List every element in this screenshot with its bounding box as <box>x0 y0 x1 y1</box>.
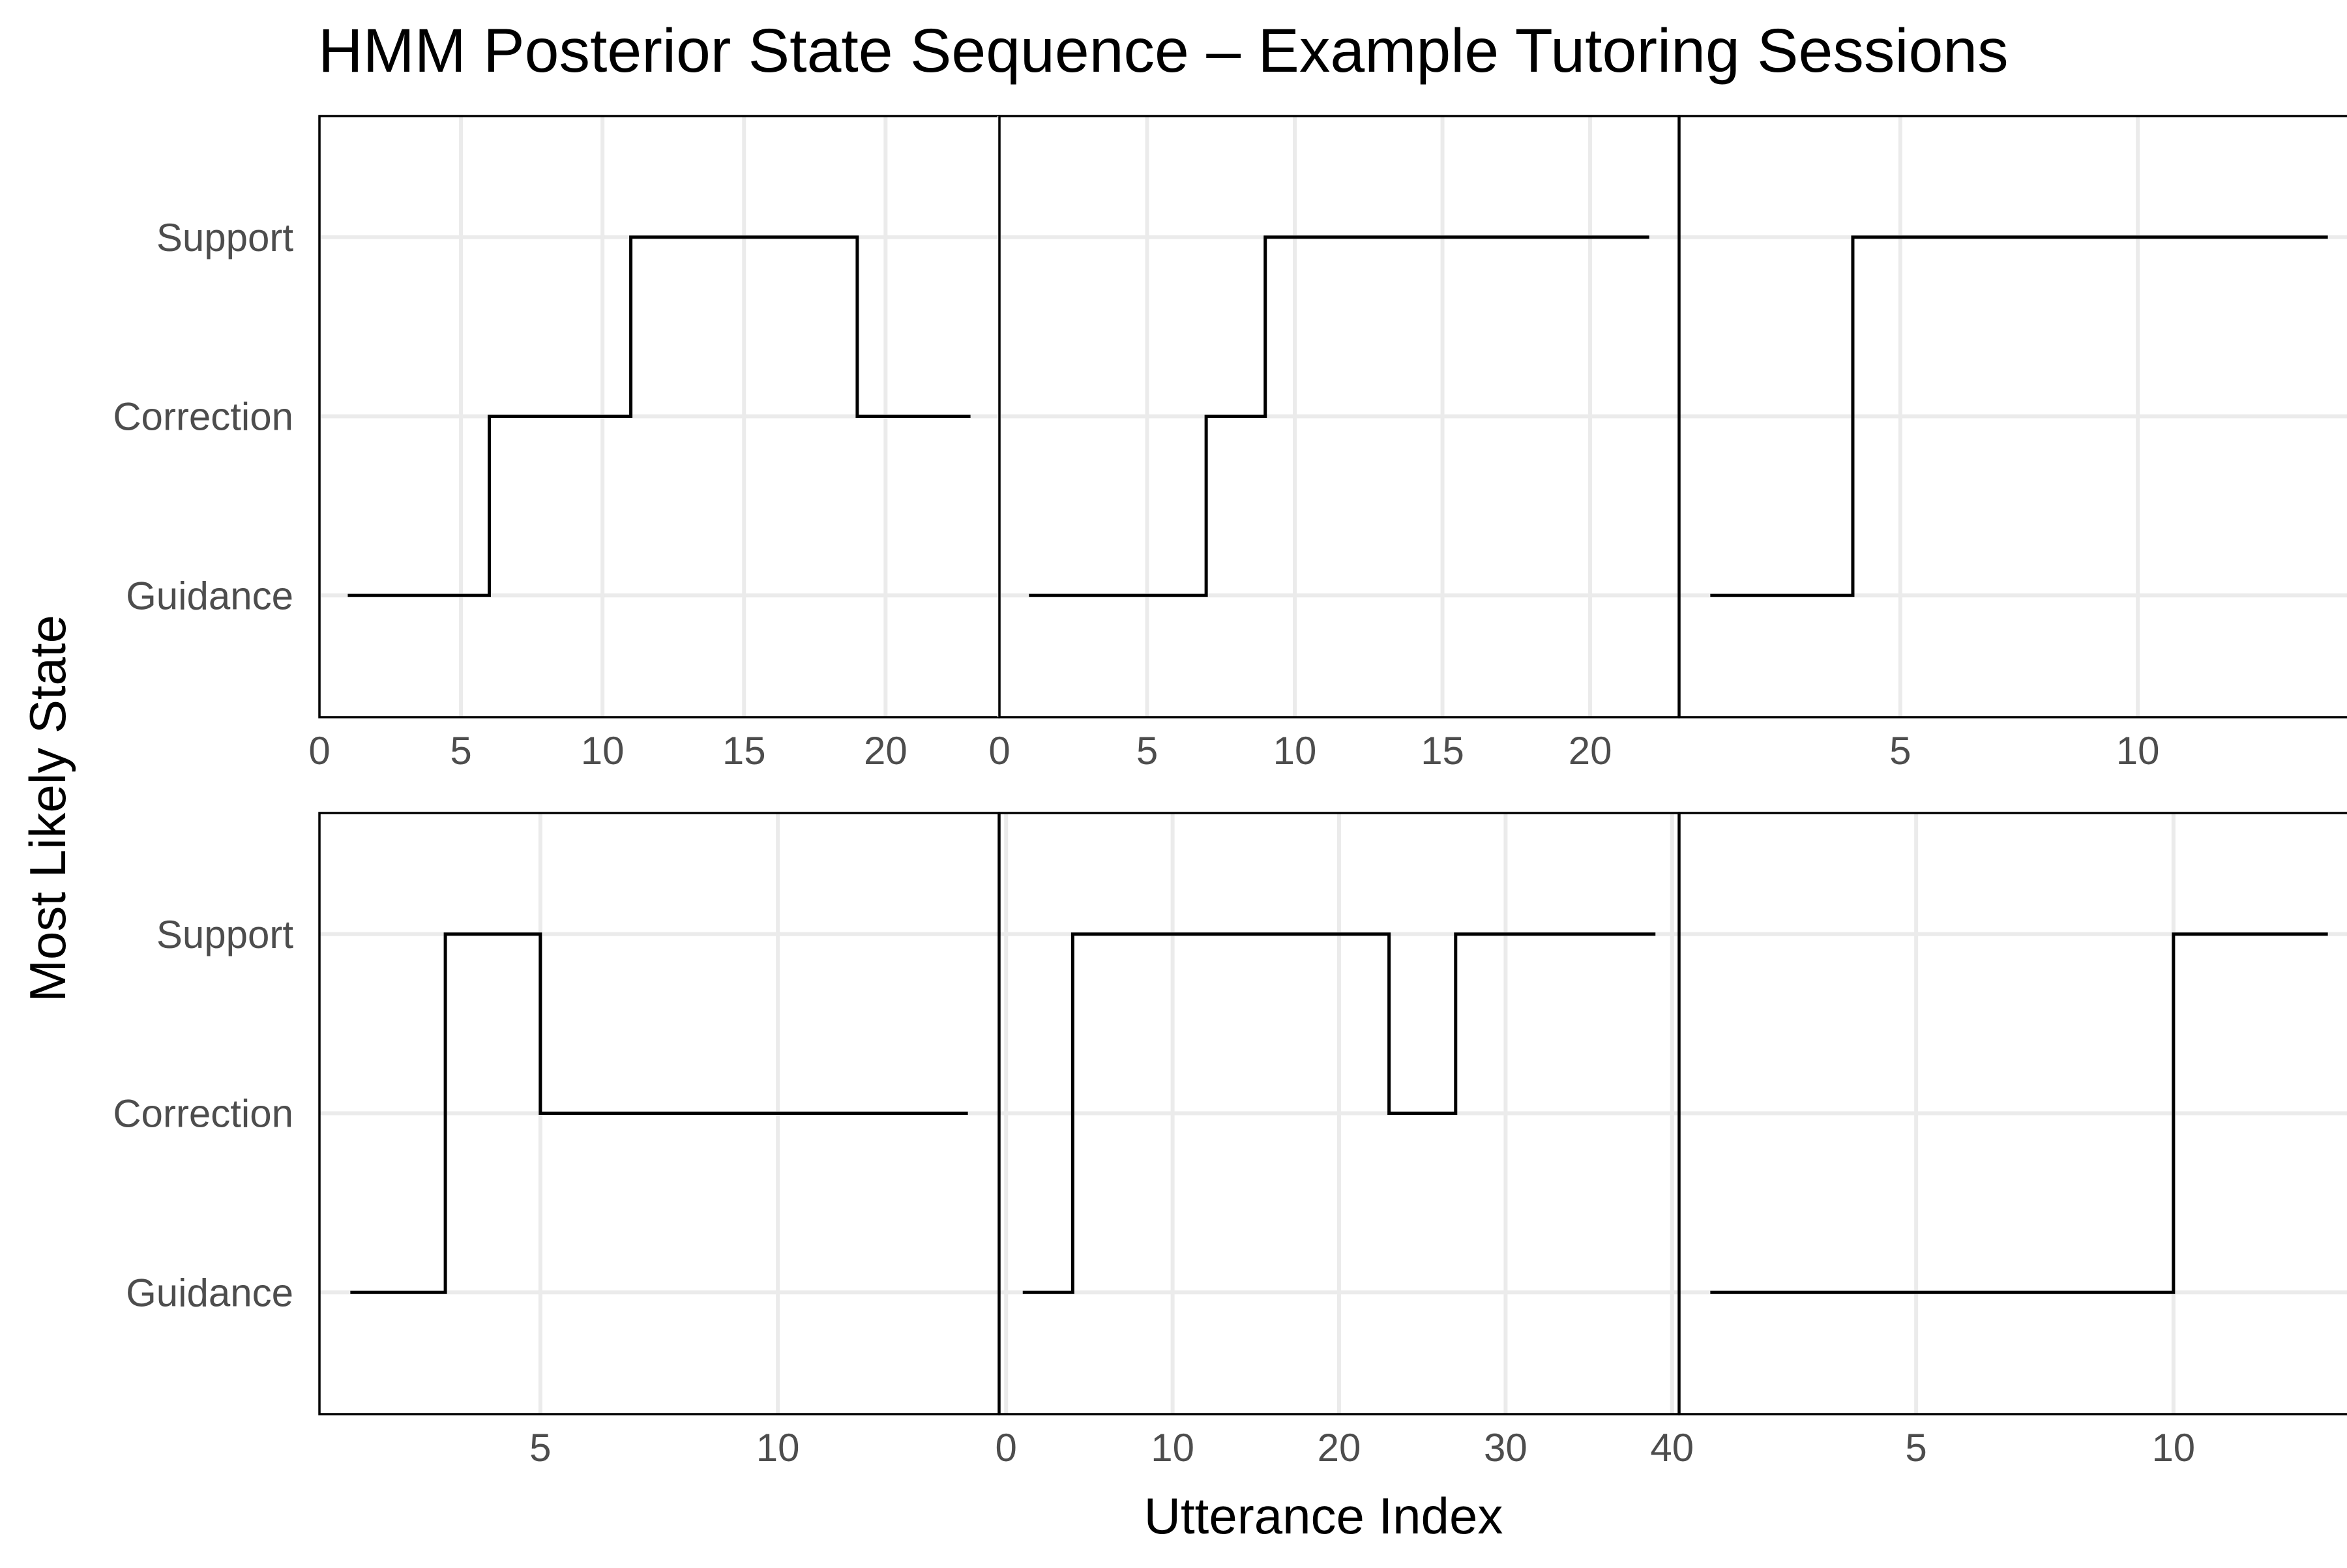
state-step-line <box>1022 932 1656 1294</box>
y-tick-label: Support <box>156 216 293 259</box>
x-tick-label: 5 <box>1889 729 1911 773</box>
y-tick-label: Guidance <box>126 1271 293 1314</box>
state-step-line <box>1710 932 2328 1294</box>
facet-panel-4: 5 10 Guidance Correction Support <box>113 812 1000 1470</box>
x-tick-label: 10 <box>2116 729 2160 773</box>
x-tick-label: 5 <box>450 729 471 773</box>
state-step-line <box>1710 235 2328 597</box>
state-step-line <box>347 235 971 597</box>
panel-border <box>1678 115 2347 718</box>
x-tick-label: 5 <box>529 1426 551 1470</box>
x-tick-label: 10 <box>2151 1426 2195 1470</box>
y-axis-title: Most Likely State <box>19 615 76 1002</box>
x-tick-label: 15 <box>722 729 766 773</box>
state-step-line <box>350 932 968 1294</box>
y-tick-label: Support <box>156 913 293 956</box>
facet-panel-2: 0 5 10 15 20 <box>988 115 1680 773</box>
x-tick-label: 10 <box>756 1426 800 1470</box>
x-tick-label: 20 <box>864 729 908 773</box>
y-tick-label: Correction <box>113 1092 293 1136</box>
x-tick-label: 0 <box>996 1426 1017 1470</box>
x-tick-label: 10 <box>1273 729 1317 773</box>
y-tick-label: Guidance <box>126 574 293 617</box>
x-tick-label: 5 <box>1136 729 1158 773</box>
x-tick-label: 20 <box>1318 1426 1361 1470</box>
panel-border <box>1678 812 2347 1415</box>
chart-title: HMM Posterior State Sequence – Example T… <box>318 16 2009 85</box>
facet-panels: 0 5 10 15 20 Guidance Correction Support 0 5 10 15 2… <box>113 115 2347 1470</box>
x-tick-label: 40 <box>1650 1426 1694 1470</box>
y-tick-label: Correction <box>113 395 293 439</box>
x-tick-label: 20 <box>1569 729 1612 773</box>
x-tick-label: 0 <box>988 729 1010 773</box>
facet-panel-1: 0 5 10 15 20 Guidance Correction Support <box>113 115 1000 773</box>
state-step-line <box>1029 235 1649 597</box>
facet-panel-6: 5 10 <box>1678 812 2347 1470</box>
x-tick-label: 0 <box>308 729 330 773</box>
x-tick-label: 15 <box>1421 729 1464 773</box>
x-tick-label: 5 <box>1905 1426 1926 1470</box>
x-axis-title: Utterance Index <box>1144 1487 1503 1545</box>
facet-panel-5: 0 10 20 30 40 <box>996 812 1694 1470</box>
x-tick-label: 10 <box>1151 1426 1194 1470</box>
x-tick-label: 30 <box>1484 1426 1528 1470</box>
facet-panel-3: 5 10 <box>1678 115 2347 773</box>
x-tick-label: 10 <box>581 729 625 773</box>
